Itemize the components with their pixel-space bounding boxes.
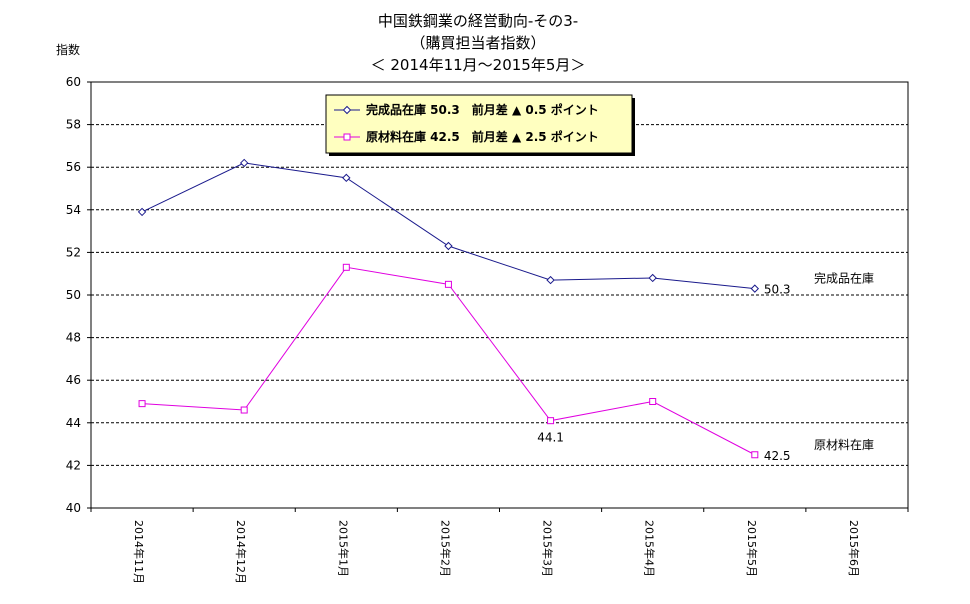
- data-point: [240, 406, 248, 414]
- legend-item: 完成品在庫 50.3 前月差 ▲ 0.5 ポイント: [334, 102, 599, 117]
- data-point: [547, 417, 555, 425]
- y-tick-label: 42: [66, 458, 81, 472]
- data-point: [342, 173, 351, 183]
- data-point: [546, 275, 555, 285]
- series-group: 50.3 完成品在庫 44.1 42.5 原材料在庫: [137, 158, 874, 463]
- x-tick-label: 2015年2月: [438, 520, 452, 577]
- x-tick-label: 2015年6月: [847, 520, 861, 577]
- y-tick-label: 46: [66, 373, 81, 387]
- x-tick-label: 2015年1月: [336, 520, 350, 577]
- series-end-label: 完成品在庫: [814, 271, 874, 286]
- data-point: [751, 451, 759, 459]
- chart-title: 中国鉄鋼業の経営動向-その3- （購買担当者指数） ＜ 2014年11月～201…: [371, 12, 586, 74]
- data-point: [750, 284, 760, 293]
- y-tick-label: 60: [66, 75, 81, 89]
- legend-box: [325, 94, 633, 154]
- x-tick-label: 2015年3月: [541, 520, 555, 577]
- chart-title-line-2: （購買担当者指数）: [410, 34, 545, 52]
- legend-swatch-marker: [342, 105, 352, 115]
- gridlines: [91, 124, 908, 466]
- data-point: [239, 158, 249, 168]
- x-tick-label: 2015年5月: [745, 520, 759, 577]
- x-tick-label: 2014年12月: [234, 520, 248, 584]
- data-point: [342, 263, 350, 271]
- data-point: [649, 398, 657, 405]
- x-tick-label: 2015年4月: [643, 520, 657, 577]
- data-label: 42.5: [764, 449, 791, 463]
- chart-title-line-3: ＜ 2014年11月～2015年5月＞: [371, 56, 586, 74]
- y-tick-label: 58: [66, 118, 81, 132]
- data-point: [444, 241, 453, 251]
- x-tick-label: 2014年11月: [132, 520, 146, 584]
- series-2: 44.1 42.5 原材料在庫: [138, 263, 874, 463]
- data-point: [648, 273, 657, 283]
- legend-label: 原材料在庫 42.5 前月差 ▲ 2.5 ポイント: [366, 129, 599, 144]
- y-tick-label: 40: [66, 501, 81, 515]
- legend-swatch-marker: [343, 133, 351, 141]
- data-point: [444, 280, 452, 288]
- series-line: [141, 162, 755, 290]
- series-1: 50.3 完成品在庫: [137, 158, 874, 297]
- y-tick-label: 50: [66, 288, 81, 302]
- series-end-label: 原材料在庫: [814, 438, 874, 452]
- legend-item: 原材料在庫 42.5 前月差 ▲ 2.5 ポイント: [334, 129, 599, 144]
- y-axis-ticks: 40 42 44 46 48 50 52 54 56 58 60: [66, 75, 91, 515]
- y-tick-label: 44: [66, 416, 81, 430]
- x-axis-ticks: 2014年11月 2014年12月 2015年1月 2015年2月 2015年3月 201…: [90, 508, 909, 584]
- legend-label: 完成品在庫 50.3 前月差 ▲ 0.5 ポイント: [366, 102, 599, 117]
- y-tick-label: 48: [66, 331, 81, 345]
- data-label: 44.1: [537, 431, 564, 445]
- chart-title-line-1: 中国鉄鋼業の経営動向-その3-: [378, 12, 578, 30]
- data-label: 50.3: [764, 283, 791, 297]
- y-axis-label: 指数: [56, 42, 80, 57]
- y-tick-label: 56: [66, 160, 81, 174]
- data-point: [137, 207, 147, 217]
- data-point: [138, 400, 146, 408]
- y-tick-label: 54: [66, 203, 81, 217]
- y-tick-label: 52: [66, 245, 81, 259]
